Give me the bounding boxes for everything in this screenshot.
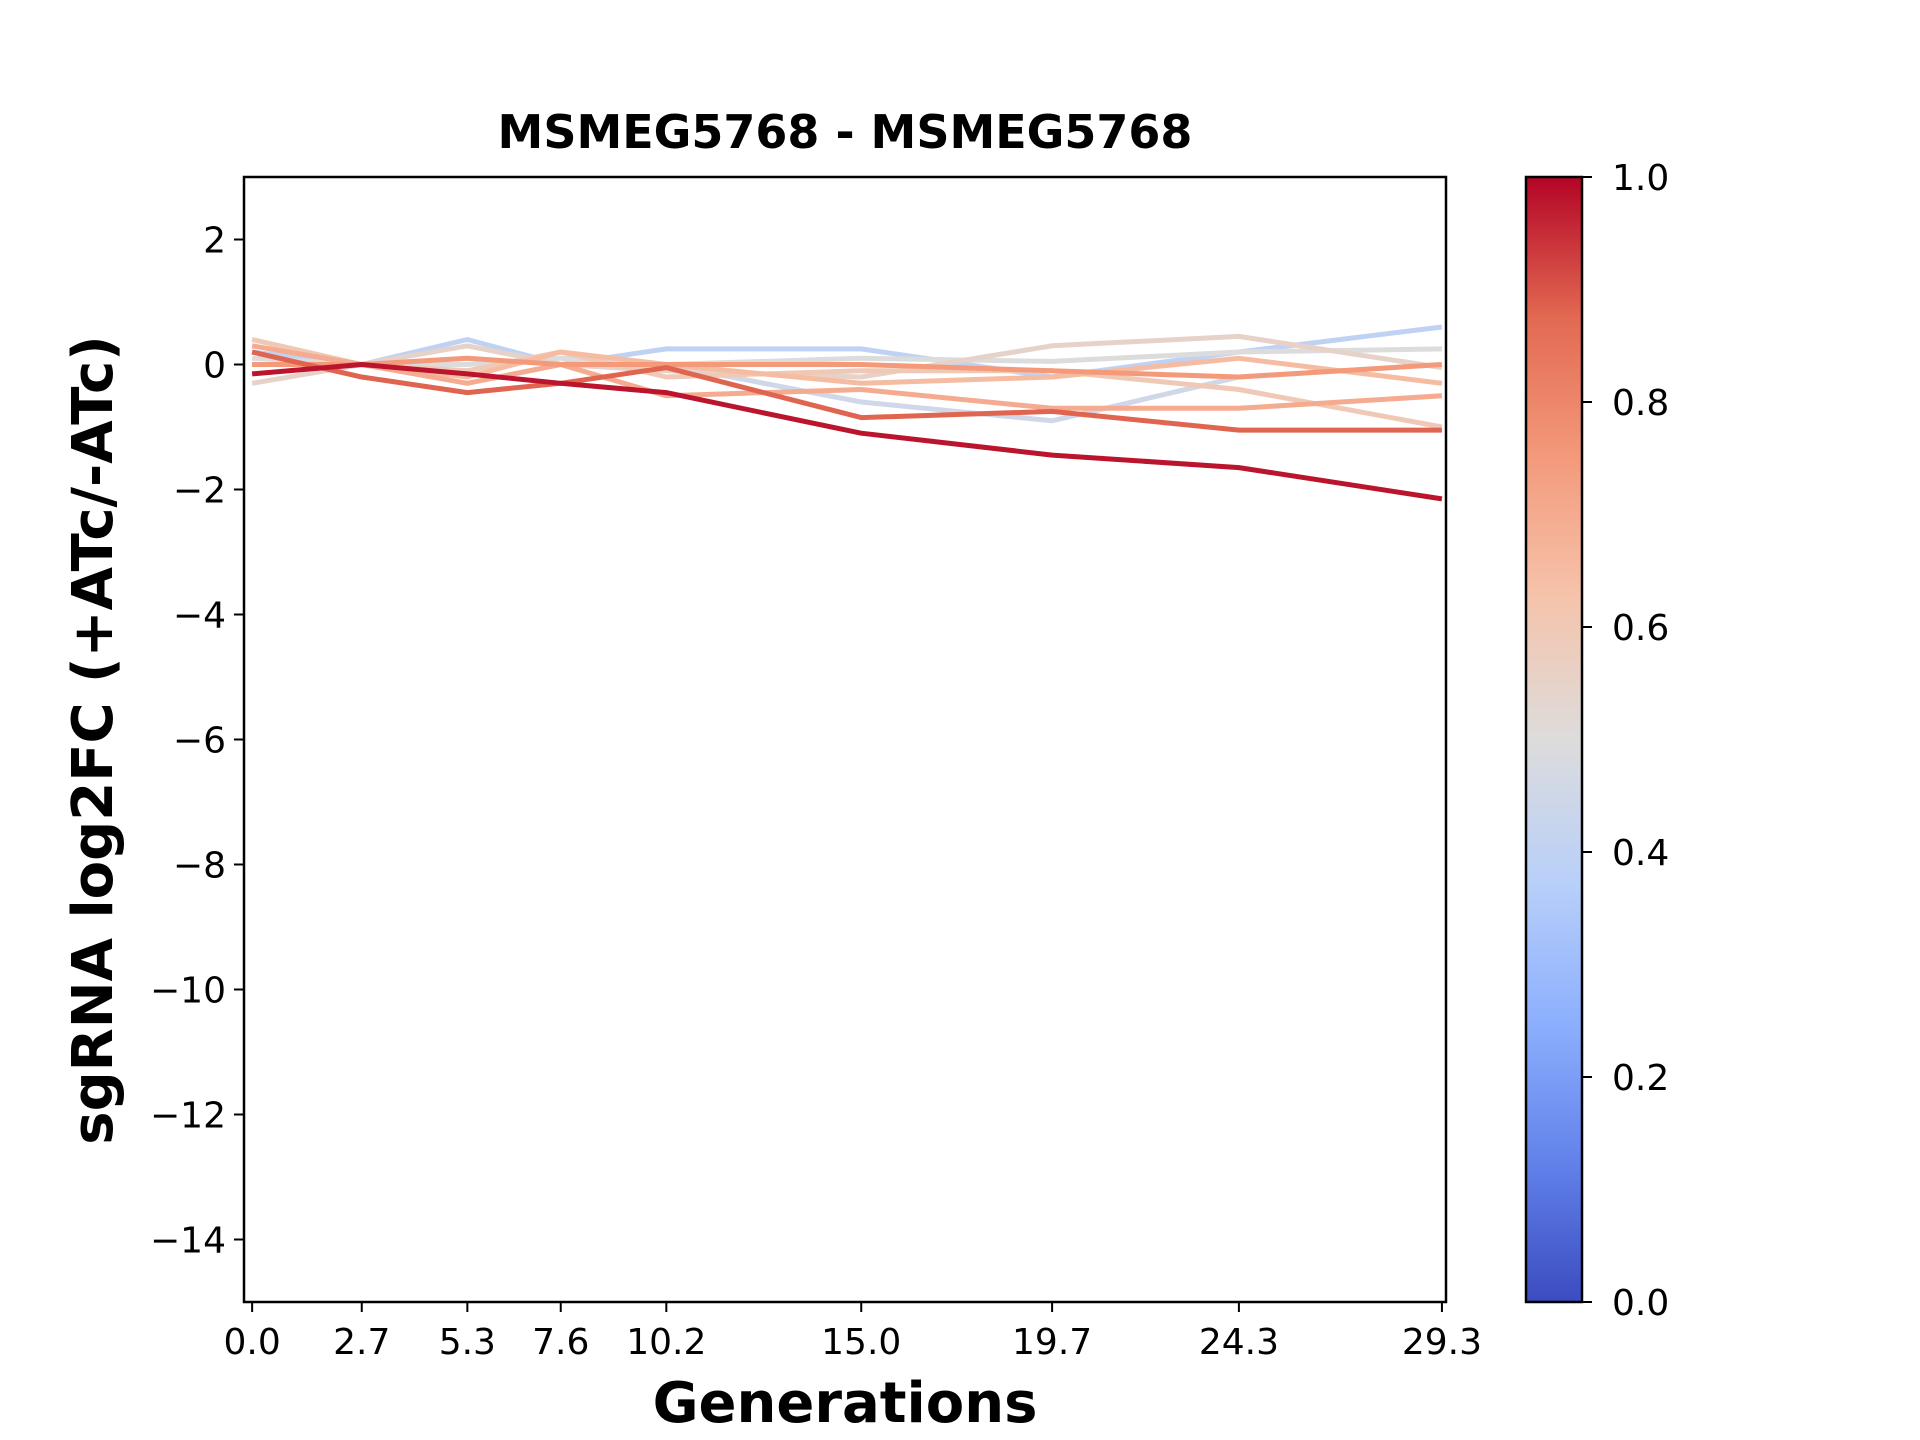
x-tick-label: 2.7 [333,1322,390,1363]
x-tick-label: 0.0 [223,1322,280,1363]
colorbar-gradient [1526,177,1582,1302]
y-tick-label: −4 [173,596,226,637]
y-axis: 2 0 −2 −4 −6 −8 −10 −12 −14 [150,221,244,1262]
x-tick-label: 19.7 [1012,1322,1092,1363]
y-tick-label: −8 [173,846,226,887]
x-tick-label: 7.6 [532,1322,589,1363]
series-line-7 [251,343,1443,411]
y-tick-label: −6 [173,721,226,762]
colorbar-tick-label: 0.6 [1612,608,1669,649]
colorbar-ticks: 0.0 0.2 0.4 0.6 0.8 1.0 [1582,158,1669,1324]
colorbar-tick-label: 1.0 [1612,158,1669,199]
x-tick-label: 15.0 [821,1322,901,1363]
y-tick-label: −12 [150,1096,226,1137]
y-tick-label: 2 [203,221,226,262]
series-line-4 [251,333,1443,386]
x-axis-label: Generations [653,1371,1038,1436]
colorbar-tick-label: 0.0 [1612,1283,1669,1324]
chart-title: MSMEG5768 - MSMEG5768 [498,105,1193,159]
series-line-8 [252,355,1443,380]
y-tick-label: 0 [203,346,226,387]
y-axis-label: sgRNA log2FC (+ATc/-ATc) [61,335,126,1145]
colorbar-tick-label: 0.8 [1612,383,1669,424]
colorbar-tick-label: 0.2 [1612,1058,1669,1099]
series-line-10 [251,362,1443,502]
x-tick-label: 29.3 [1402,1322,1482,1363]
colorbar-tick-label: 0.4 [1612,833,1669,874]
y-tick-label: −2 [173,471,226,512]
colorbar-frame [1524,175,1584,1304]
x-tick-label: 24.3 [1199,1322,1279,1363]
y-tick-label: −10 [150,971,226,1012]
x-axis: 0.0 2.7 5.3 7.6 10.2 15.0 19.7 24.3 29.3 [223,1302,1482,1363]
x-tick-label: 5.3 [439,1322,496,1363]
x-tick-label: 10.2 [626,1322,706,1363]
colorbar: 0.0 0.2 0.4 0.6 0.8 1.0 [1524,158,1669,1324]
y-tick-label: −14 [150,1221,226,1262]
series-line-9 [251,349,1442,433]
plot-frame [242,175,1448,1304]
series-layer [251,324,1443,502]
